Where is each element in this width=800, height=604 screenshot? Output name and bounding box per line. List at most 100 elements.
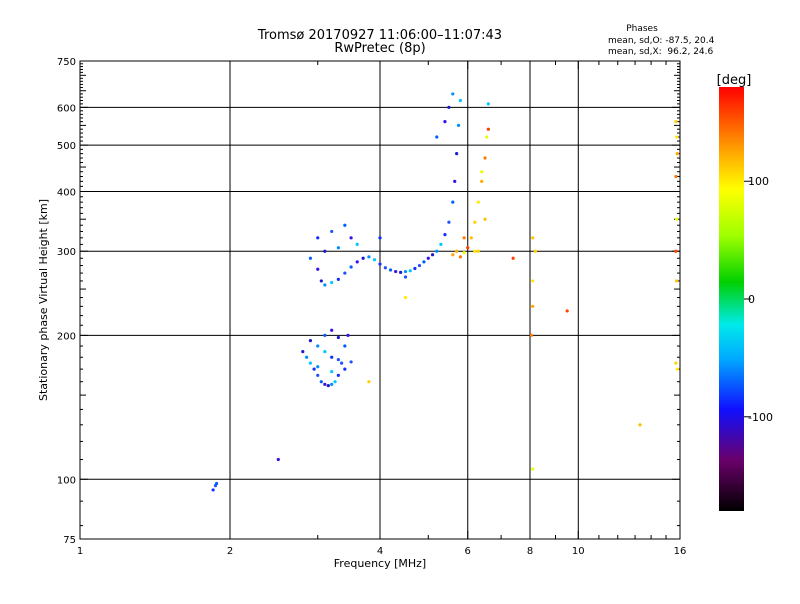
- o-mode-point: [388, 268, 393, 272]
- x-mode-point: [466, 246, 470, 250]
- o-mode-point: [361, 256, 365, 260]
- o-mode-point: [443, 120, 447, 124]
- x-mode-point: [531, 279, 535, 283]
- colorbar-gradient: [719, 87, 744, 511]
- o-mode-point: [336, 373, 340, 377]
- phases-mean-x: mean, sd,X: 96.2, 24.6: [608, 47, 714, 57]
- x-mode-point: [483, 217, 487, 221]
- o-mode-point: [323, 283, 327, 287]
- o-mode-point: [399, 270, 403, 274]
- y-tick-label: 300: [57, 247, 76, 258]
- o-mode-point: [340, 361, 344, 365]
- x-tick-label: 1: [77, 546, 83, 557]
- o-mode-point: [308, 361, 313, 365]
- x-mode-point: [533, 249, 537, 253]
- x-mode-point: [451, 253, 455, 257]
- x-mode-point: [511, 256, 515, 260]
- chart-header: Tromsø 20170927 11:06:00–11:07:43 RwPret…: [257, 24, 715, 57]
- o-mode-point: [426, 256, 430, 260]
- x-tick-label: 6: [465, 546, 471, 557]
- o-mode-point: [316, 373, 320, 377]
- x-mode-point: [675, 367, 679, 371]
- o-mode-point: [355, 260, 359, 264]
- o-mode-point: [316, 344, 320, 348]
- x-mode-point: [529, 333, 533, 337]
- o-mode-point: [430, 253, 435, 257]
- x-mode-point: [638, 423, 642, 427]
- o-mode-point: [333, 380, 337, 384]
- colorbar-ticks: 100 0 -100: [744, 175, 773, 424]
- grid-lines: [80, 61, 680, 539]
- o-mode-point: [435, 249, 439, 253]
- x-mode-point: [483, 156, 487, 160]
- o-mode-point: [336, 277, 340, 281]
- o-mode-point: [308, 256, 313, 260]
- x-mode-point: [674, 279, 679, 283]
- y-tick-label: 200: [57, 331, 76, 342]
- y-tick-label: 750: [57, 57, 76, 68]
- o-mode-point: [349, 360, 353, 364]
- x-mode-point: [473, 220, 477, 224]
- x-mode-point: [674, 217, 679, 221]
- o-mode-point: [383, 266, 387, 270]
- o-mode-point: [323, 333, 327, 337]
- o-mode-point: [323, 382, 327, 386]
- o-mode-point: [439, 242, 443, 247]
- colorbar: [deg] 100 0 -100: [717, 73, 773, 511]
- o-mode-point: [326, 384, 330, 388]
- y-axis-label: Stationary phase Virtual Height [km]: [37, 199, 50, 401]
- o-mode-point: [323, 349, 327, 354]
- x-mode-point: [455, 249, 459, 253]
- o-mode-point: [403, 269, 408, 274]
- o-mode-point: [417, 263, 422, 268]
- y-tick-label: 100: [57, 475, 76, 486]
- x-mode-point: [480, 179, 484, 183]
- x-mode-point: [473, 249, 477, 253]
- o-mode-point: [447, 220, 451, 224]
- data-points: [211, 92, 679, 492]
- o-mode-point: [367, 255, 371, 259]
- colorbar-tick-label: 0: [748, 293, 755, 306]
- o-mode-point: [316, 267, 320, 271]
- o-mode-point: [305, 355, 309, 359]
- o-mode-point: [330, 369, 334, 374]
- x-mode-point: [462, 236, 466, 240]
- o-mode-point: [316, 236, 320, 240]
- x-tick-label: 16: [674, 546, 687, 557]
- o-mode-point: [435, 135, 439, 139]
- o-mode-point: [316, 365, 320, 369]
- colorbar-tick-label: -100: [748, 411, 773, 424]
- o-mode-point: [323, 249, 327, 253]
- x-mode-point: [458, 255, 463, 259]
- x-mode-point: [476, 200, 480, 204]
- o-mode-point: [319, 279, 323, 283]
- x-mode-point: [531, 304, 535, 308]
- phases-heading: Phases: [626, 24, 658, 34]
- o-mode-point: [443, 232, 447, 237]
- chart-subtitle: RwPretec (8p): [334, 41, 425, 56]
- x-mode-point: [675, 152, 679, 156]
- x-mode-point: [367, 380, 371, 384]
- o-mode-point: [394, 269, 398, 274]
- o-mode-point: [455, 152, 459, 156]
- colorbar-tick-label: 100: [748, 175, 769, 188]
- x-tick-label: 8: [527, 546, 533, 557]
- o-mode-point: [447, 105, 451, 109]
- x-mode-point: [531, 236, 535, 240]
- o-mode-point: [308, 339, 313, 343]
- x-mode-point: [462, 251, 466, 255]
- chart-title: Tromsø 20170927 11:06:00–11:07:43: [257, 28, 502, 43]
- x-mode-point: [480, 170, 484, 174]
- phases-mean-o: mean, sd,O: -87.5, 20.4: [608, 36, 715, 46]
- o-mode-point: [330, 229, 334, 234]
- x-mode-point: [674, 249, 678, 253]
- o-mode-point: [355, 242, 359, 247]
- y-tick-label: 400: [57, 187, 76, 198]
- o-mode-point: [336, 246, 340, 250]
- o-mode-point: [330, 382, 334, 386]
- y-tick-label: 600: [57, 103, 76, 114]
- o-mode-point: [330, 355, 334, 359]
- o-mode-point: [378, 236, 382, 240]
- o-mode-point: [458, 98, 463, 103]
